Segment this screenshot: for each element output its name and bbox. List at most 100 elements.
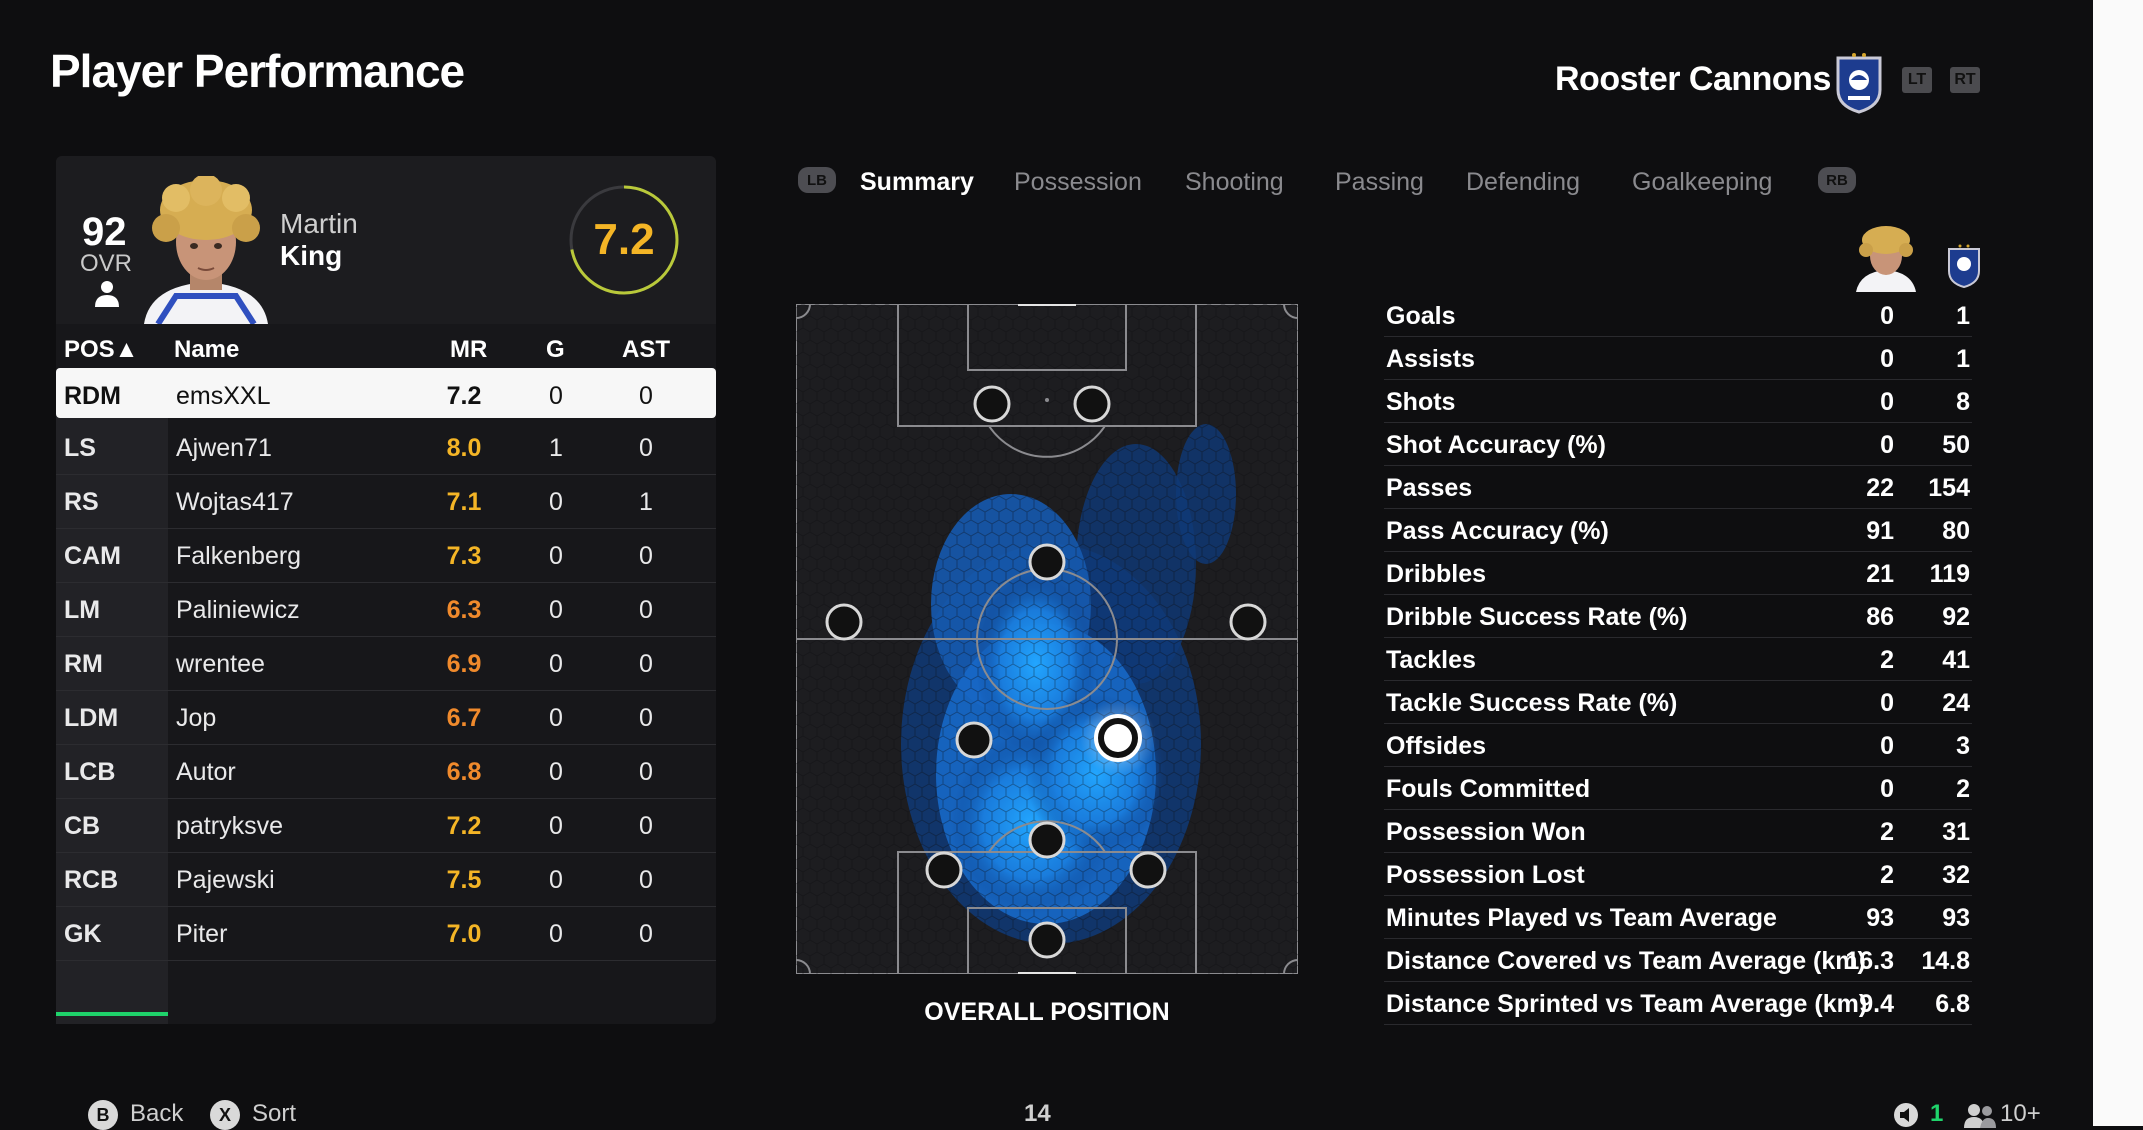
player-match-rating: 8.0 — [446, 434, 482, 462]
stat-row: Possession Won 2 31 — [1384, 810, 1972, 853]
player-name: Autor — [176, 758, 236, 786]
stat-label: Passes — [1386, 474, 1473, 502]
g-column-header[interactable]: G — [546, 336, 565, 363]
stat-player-value: 0 — [1880, 345, 1894, 373]
stat-player-value: 86 — [1866, 603, 1894, 631]
stat-label: Goals — [1386, 302, 1456, 330]
stat-row: Dribble Success Rate (%) 86 92 — [1384, 595, 1972, 638]
player-list-panel: 92 OVR Martin King 7.2 P — [56, 156, 716, 1024]
position-heatmap — [796, 304, 1298, 974]
table-row[interactable]: RDM emsXXL 7.2 0 0 — [56, 368, 716, 418]
tab-shooting[interactable]: Shooting — [1185, 168, 1284, 196]
stat-label: Distance Sprinted vs Team Average (km) — [1386, 990, 1868, 1018]
stat-row: Tackle Success Rate (%) 0 24 — [1384, 681, 1972, 724]
player-name: Wojtas417 — [176, 488, 294, 516]
table-row[interactable]: LS Ajwen71 8.0 1 0 — [56, 420, 716, 475]
stat-player-value: 21 — [1866, 560, 1894, 588]
stat-team-value: 50 — [1942, 431, 1970, 459]
stat-player-value: 91 — [1866, 517, 1894, 545]
stat-player-value: 0 — [1880, 302, 1894, 330]
player-name: emsXXL — [176, 382, 271, 410]
player-ovr: 92 — [82, 210, 127, 254]
player-assists: 0 — [639, 704, 653, 732]
sort-label[interactable]: Sort — [252, 1100, 297, 1127]
scroll-indicator — [56, 1012, 168, 1016]
stat-player-value: 0 — [1880, 431, 1894, 459]
stat-player-value: 22 — [1866, 474, 1894, 502]
x-button-icon[interactable]: X — [210, 1100, 240, 1130]
stat-team-value: 92 — [1942, 603, 1970, 631]
player-ovr-label: OVR — [80, 250, 133, 277]
table-row[interactable]: LM Paliniewicz 6.3 0 0 — [56, 582, 716, 637]
table-row[interactable]: CB patryksve 7.2 0 0 — [56, 798, 716, 853]
table-row[interactable]: RS Wojtas417 7.1 0 1 — [56, 474, 716, 529]
table-row[interactable]: LCB Autor 6.8 0 0 — [56, 744, 716, 799]
back-label[interactable]: Back — [130, 1100, 184, 1127]
stat-row: Fouls Committed 0 2 — [1384, 767, 1972, 810]
player-portrait — [144, 176, 268, 324]
tab-defending[interactable]: Defending — [1466, 168, 1580, 196]
table-row[interactable]: RCB Pajewski 7.5 0 0 — [56, 852, 716, 907]
stat-row: Possession Lost 2 32 — [1384, 853, 1972, 896]
tab-passing[interactable]: Passing — [1335, 168, 1424, 196]
player-assists: 0 — [639, 866, 653, 894]
player-assists: 0 — [639, 596, 653, 624]
teammate-marker — [825, 603, 863, 641]
mr-column-header[interactable]: MR — [450, 336, 488, 363]
lt-trigger-button[interactable]: LT — [1902, 67, 1932, 93]
page-title: Player Performance — [50, 45, 465, 97]
match-rating-ring — [569, 185, 679, 295]
table-row[interactable]: RM wrentee 6.9 0 0 — [56, 636, 716, 691]
name-column-header[interactable]: Name — [174, 336, 240, 363]
ast-column-header[interactable]: AST — [622, 336, 670, 363]
rb-bumper-button[interactable]: RB — [1818, 167, 1856, 193]
player-name: Paliniewicz — [176, 596, 300, 624]
stat-label: Possession Won — [1386, 818, 1586, 846]
teammate-marker — [1129, 851, 1167, 889]
player-position: LS — [64, 434, 96, 462]
player-position: GK — [64, 920, 102, 948]
player-name: Piter — [176, 920, 228, 948]
tab-summary[interactable]: Summary — [860, 168, 974, 196]
table-row[interactable]: CAM Falkenberg 7.3 0 0 — [56, 528, 716, 583]
stat-team-value: 32 — [1942, 861, 1970, 889]
tab-possession[interactable]: Possession — [1014, 168, 1142, 196]
player-position: RM — [64, 650, 103, 678]
stat-team-value: 154 — [1928, 474, 1970, 502]
pos-column-header[interactable]: POS▲ — [64, 336, 139, 363]
teammate-marker — [955, 721, 993, 759]
window-edge — [2093, 0, 2143, 1126]
stat-player-value: 0 — [1880, 388, 1894, 416]
tab-goalkeeping[interactable]: Goalkeeping — [1632, 168, 1773, 196]
player-goals: 1 — [549, 434, 563, 462]
lb-bumper-button[interactable]: LB — [798, 167, 836, 193]
b-button-icon[interactable]: B — [88, 1100, 118, 1130]
table-row[interactable]: LDM Jop 6.7 0 0 — [56, 690, 716, 745]
player-assists: 0 — [639, 434, 653, 462]
player-name: patryksve — [176, 812, 283, 840]
stat-row: Distance Covered vs Team Average (km) 16.… — [1384, 939, 1972, 982]
table-row[interactable]: GK Piter 7.0 0 0 — [56, 906, 716, 961]
player-position: CAM — [64, 542, 121, 570]
stat-label: Dribbles — [1386, 560, 1487, 588]
stat-row: Distance Sprinted vs Team Average (km) 9.… — [1384, 982, 1972, 1025]
stat-team-value: 6.8 — [1935, 990, 1970, 1018]
teammate-marker — [1229, 603, 1267, 641]
stat-label: Dribble Success Rate (%) — [1386, 603, 1688, 631]
teammate-markers — [825, 385, 1267, 959]
match-rating: 7.2 — [593, 215, 655, 264]
player-goals: 0 — [549, 382, 563, 410]
player-name: Ajwen71 — [176, 434, 272, 462]
player-name: wrentee — [176, 650, 265, 678]
stat-player-value: 9.4 — [1859, 990, 1894, 1018]
stat-player-value: 0 — [1880, 775, 1894, 803]
rt-trigger-button[interactable]: RT — [1950, 67, 1980, 93]
player-assists: 0 — [639, 758, 653, 786]
player-position: LDM — [64, 704, 119, 732]
page-number: 14 — [1024, 1100, 1051, 1127]
team-name: Rooster Cannons — [1555, 60, 1831, 98]
player-last-name: King — [280, 240, 343, 271]
teammate-marker — [1028, 921, 1066, 959]
player-avatar — [1856, 226, 1916, 292]
stat-team-value: 24 — [1942, 689, 1970, 717]
